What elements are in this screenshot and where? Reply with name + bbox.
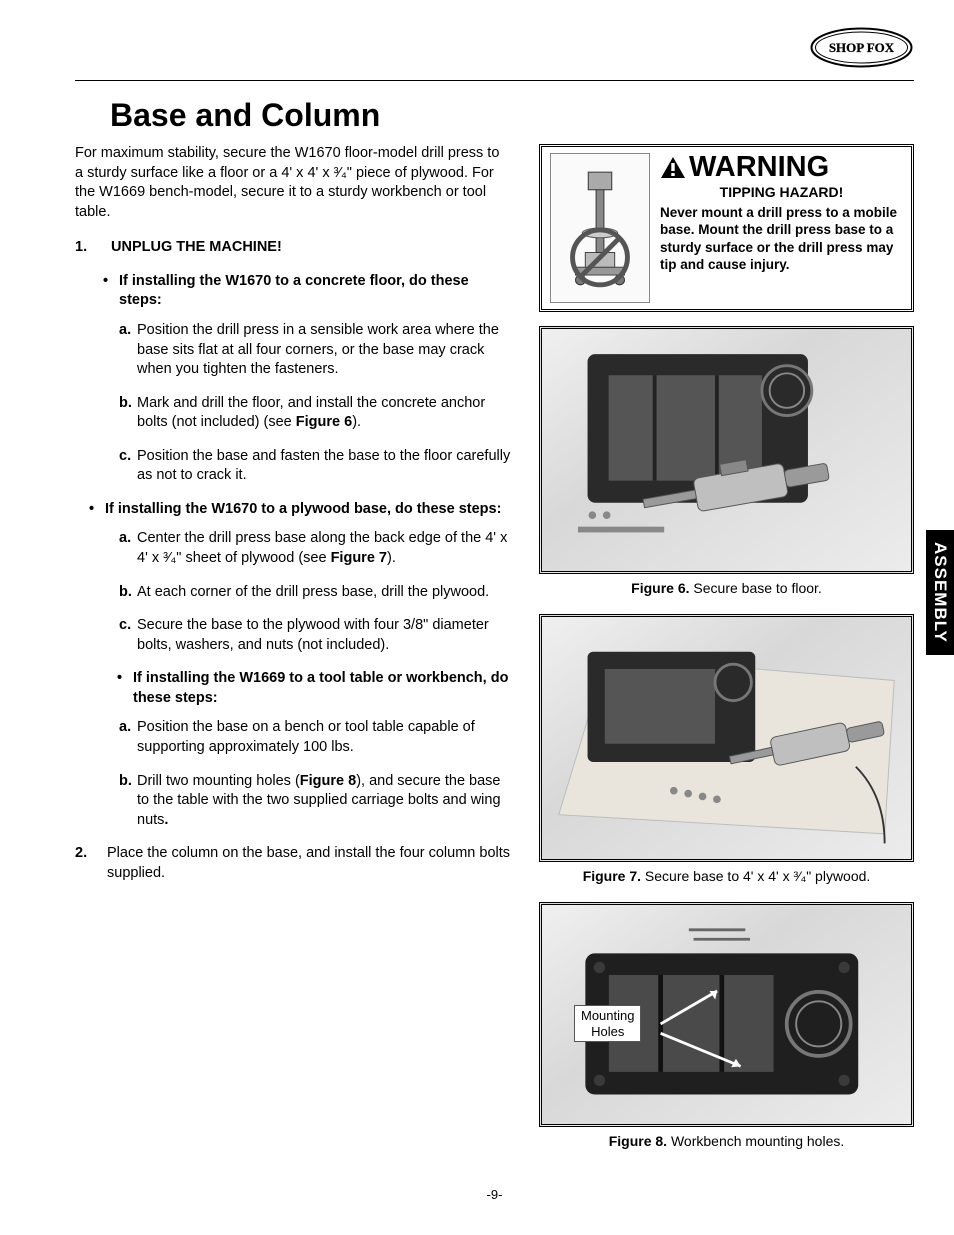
svg-text:SHOP FOX: SHOP FOX <box>829 40 895 55</box>
sub-a-step-c: c.Position the base and fasten the base … <box>119 447 511 486</box>
figure-7-caption: Figure 7. Secure base to 4' x 4' x ³⁄₄" … <box>539 868 914 884</box>
page-number: -9- <box>75 1187 914 1202</box>
warning-box: WARNING TIPPING HAZARD! Never mount a dr… <box>539 144 914 312</box>
figure-8-image: Mounting Holes <box>539 902 914 1127</box>
sub-a-heading: If installing the W1670 to a concrete fl… <box>119 272 511 311</box>
sub-c-step-a: a.Position the base on a bench or tool t… <box>119 718 511 757</box>
figure-8-caption: Figure 8. Workbench mounting holes. <box>539 1133 914 1149</box>
step-2-number: 2. <box>75 844 97 864</box>
step-1-title: UNPLUG THE MACHINE! <box>111 239 282 255</box>
page-header: SHOP FOX SHOP FOX <box>75 25 914 81</box>
step-2: 2. Place the column on the base, and ins… <box>75 844 511 883</box>
sub-a-step-b: b.Mark and drill the floor, and install … <box>119 394 511 433</box>
right-column: WARNING TIPPING HAZARD! Never mount a dr… <box>539 144 914 1167</box>
step-1-number: 1. <box>75 238 97 258</box>
sub-c-step-b: b.Drill two mounting holes (Figure 8), a… <box>119 772 511 831</box>
warning-text: WARNING TIPPING HAZARD! Never mount a dr… <box>660 153 903 303</box>
sub-b-heading: If installing the W1670 to a plywood bas… <box>105 500 511 520</box>
sub-b-step-b: b.At each corner of the drill press base… <box>119 583 511 603</box>
warning-body: Never mount a drill press to a mobile ba… <box>660 204 903 274</box>
sub-c-heading: If installing the W1669 to a tool table … <box>133 669 511 708</box>
sub-b-step-a: a.Center the drill press base along the … <box>119 529 511 568</box>
brand-logo: SHOP FOX SHOP FOX <box>809 25 914 70</box>
warning-headline: WARNING <box>660 153 903 182</box>
warning-illustration <box>550 153 650 303</box>
figure-8-callout: Mounting Holes <box>574 1005 641 1042</box>
intro-paragraph: For maximum stability, secure the W1670 … <box>75 144 511 222</box>
warning-triangle-icon <box>660 156 686 180</box>
step-1: 1. UNPLUG THE MACHINE! If installing the… <box>75 238 511 830</box>
sub-a-step-a: a.Position the drill press in a sensible… <box>119 321 511 380</box>
figure-7-image <box>539 614 914 862</box>
warning-subhead: TIPPING HAZARD! <box>660 184 903 202</box>
step-2-text: Place the column on the base, and instal… <box>107 845 510 881</box>
figure-6-caption: Figure 6. Secure base to floor. <box>539 580 914 596</box>
page-title: Base and Column <box>110 97 914 134</box>
left-column: For maximum stability, secure the W1670 … <box>75 144 511 1167</box>
sub-b-step-c: c.Secure the base to the plywood with fo… <box>119 616 511 655</box>
section-tab: ASSEMBLY <box>926 530 954 655</box>
main-content: For maximum stability, secure the W1670 … <box>75 144 914 1167</box>
figure-6-image <box>539 326 914 574</box>
